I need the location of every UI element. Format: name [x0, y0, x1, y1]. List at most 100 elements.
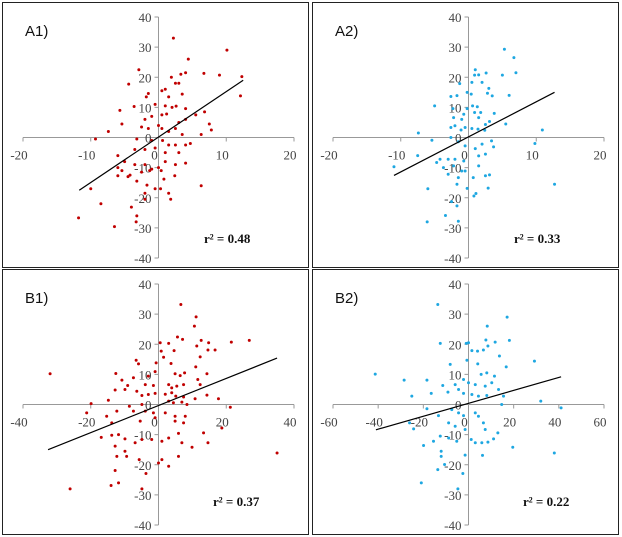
data-point: [140, 393, 144, 397]
data-point: [127, 82, 131, 86]
data-point: [473, 68, 477, 72]
data-point: [471, 176, 475, 180]
x-tick-label: -40: [365, 415, 382, 430]
data-point: [446, 172, 450, 176]
data-point: [485, 371, 489, 375]
data-point: [477, 116, 481, 120]
data-point: [462, 414, 466, 418]
data-point: [463, 126, 467, 130]
data-point: [462, 112, 466, 116]
data-point: [159, 169, 163, 173]
data-point: [438, 341, 442, 345]
data-point: [460, 117, 464, 121]
data-point: [460, 169, 464, 173]
data-point: [459, 128, 463, 132]
y-tick-label: -10: [134, 428, 151, 443]
data-point: [476, 127, 480, 131]
data-point: [184, 71, 188, 75]
x-tick-label: -10: [78, 148, 95, 163]
x-tick-label: -40: [10, 415, 27, 430]
data-point: [452, 116, 456, 120]
y-tick-label: -30: [444, 488, 461, 503]
data-point: [177, 81, 181, 85]
y-tick-label: -40: [444, 251, 461, 266]
panel-label: A1): [25, 23, 48, 40]
data-point: [479, 110, 483, 114]
data-point: [483, 152, 487, 156]
data-point: [207, 122, 211, 126]
data-point: [425, 220, 429, 224]
data-point: [480, 142, 484, 146]
data-point: [109, 484, 113, 488]
r-squared-annotation: r² = 0.48: [204, 231, 251, 246]
y-tick-label: 20: [139, 337, 152, 352]
data-point: [446, 157, 450, 161]
data-point: [115, 409, 119, 413]
data-point: [473, 383, 477, 387]
data-point: [471, 104, 475, 108]
data-point: [483, 174, 487, 178]
data-point: [137, 362, 141, 366]
data-point: [436, 302, 440, 306]
data-point: [228, 405, 232, 409]
data-point: [451, 107, 455, 111]
data-point: [118, 108, 122, 112]
data-point: [205, 393, 209, 397]
data-point: [159, 349, 163, 353]
data-point: [171, 401, 175, 405]
data-point: [463, 453, 467, 457]
data-point: [99, 202, 103, 206]
data-point: [238, 94, 242, 98]
data-point: [453, 424, 457, 428]
scatter-b2: -60 -40 -20 0 20 40 60-40-30-20-10010203040B2)…: [320, 277, 607, 533]
data-point: [497, 387, 501, 391]
data-point: [161, 139, 165, 143]
data-point: [476, 362, 480, 366]
data-point: [160, 113, 164, 117]
data-point: [163, 160, 167, 164]
data-point: [174, 394, 178, 398]
data-point: [125, 454, 129, 458]
data-point: [447, 421, 451, 425]
x-tick-label: 0: [461, 415, 468, 430]
data-point: [131, 409, 135, 413]
data-point: [178, 374, 182, 378]
data-point: [275, 451, 279, 455]
data-point: [486, 344, 490, 348]
data-point: [439, 454, 443, 458]
data-point: [480, 441, 484, 445]
data-point: [485, 393, 489, 397]
y-tick-label: 20: [139, 70, 152, 85]
trendline: [78, 79, 244, 191]
data-point: [170, 391, 174, 395]
data-point: [229, 340, 233, 344]
y-tick-label: -20: [134, 458, 151, 473]
data-point: [157, 123, 160, 127]
data-point: [120, 122, 124, 126]
data-point: [184, 161, 188, 165]
y-tick-label: -20: [444, 191, 461, 206]
data-point: [106, 398, 110, 402]
data-point: [487, 86, 491, 90]
x-tick-label: 20: [284, 148, 297, 163]
data-point: [455, 182, 459, 186]
data-point: [419, 481, 423, 485]
data-point: [157, 461, 160, 465]
data-point: [463, 144, 467, 148]
data-point: [484, 71, 488, 75]
data-point: [476, 414, 480, 418]
data-point: [99, 435, 103, 439]
data-point: [373, 372, 377, 376]
data-point: [177, 151, 181, 155]
y-tick-label: 0: [455, 131, 462, 146]
data-point: [490, 94, 494, 98]
x-tick-label: 60: [594, 415, 607, 430]
data-point: [465, 90, 469, 94]
data-point: [473, 147, 477, 151]
data-point: [483, 384, 487, 388]
data-point: [106, 129, 110, 133]
y-tick-label: -40: [134, 518, 151, 533]
data-point: [552, 451, 556, 455]
